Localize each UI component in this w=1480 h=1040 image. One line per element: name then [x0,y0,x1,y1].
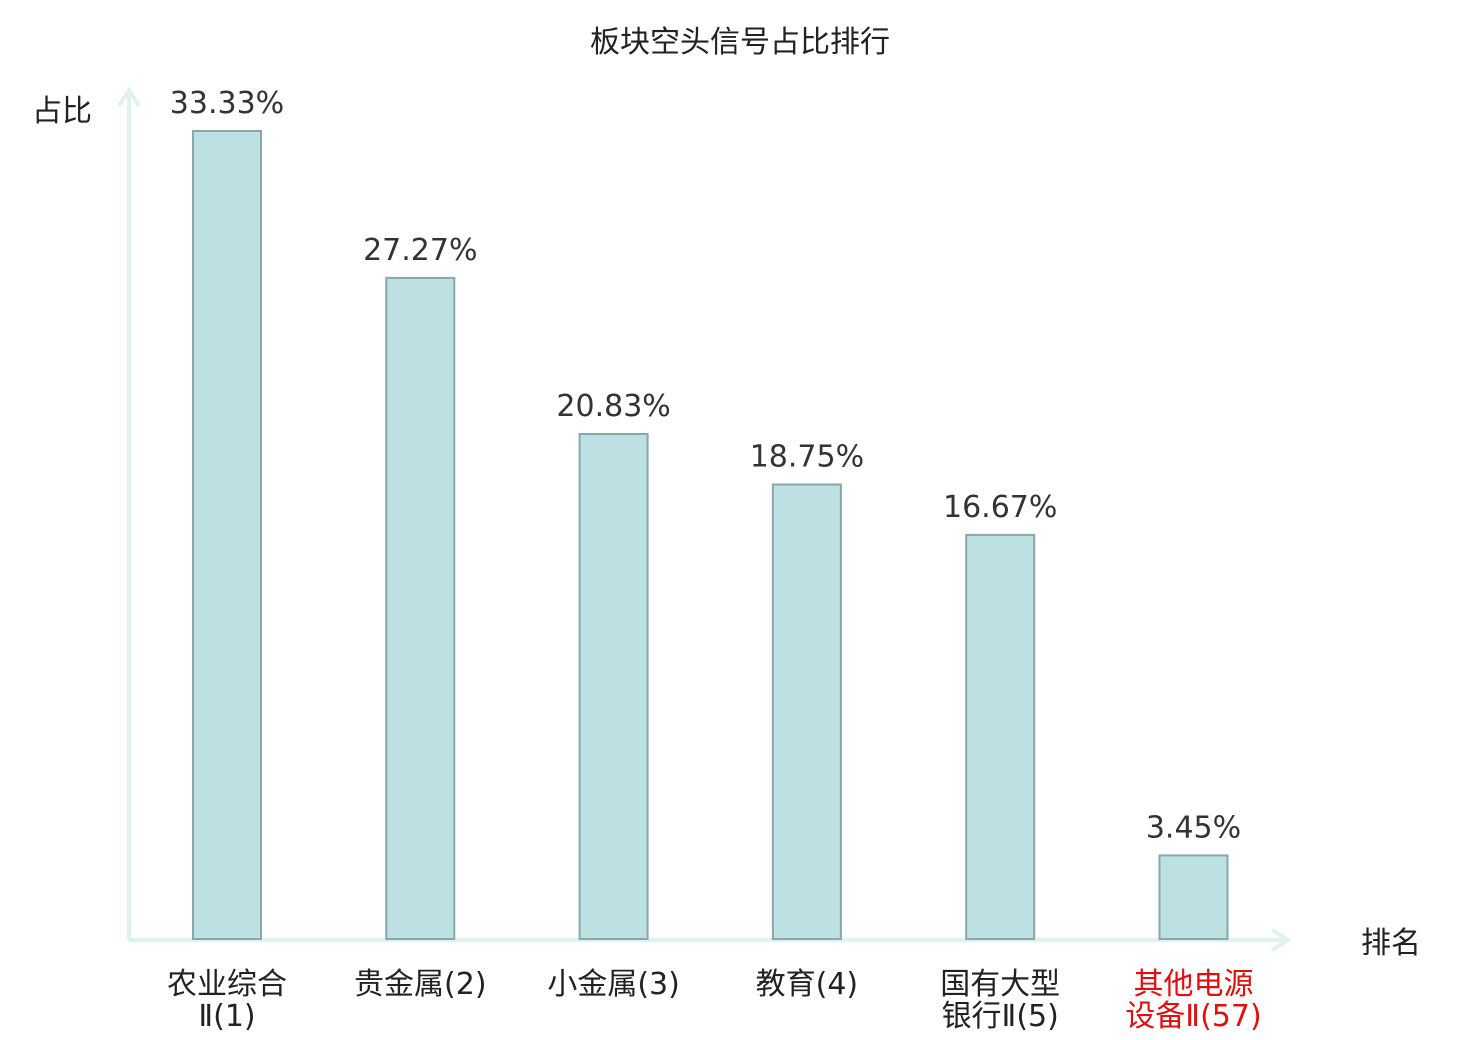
category-label: 设备Ⅱ(57) [1125,999,1261,1034]
bar [192,130,262,940]
category-label: Ⅱ(1) [198,999,255,1034]
bar [1158,854,1229,941]
bars [192,130,1229,941]
category-label: 农业综合 [167,967,287,1002]
value-label: 16.67% [943,490,1057,525]
y-axis-arrow [117,86,141,108]
category-label: 贵金属(2) [354,967,487,1002]
bar [965,533,1036,941]
bar [578,433,649,940]
x-axis-label: 排名 [1361,926,1421,961]
value-label: 27.27% [363,233,477,268]
category-label: 教育(4) [756,967,859,1002]
value-label: 33.33% [170,86,284,121]
category-label: 其他电源 [1134,967,1254,1002]
bar [385,276,456,940]
y-axis-label: 占比 [32,94,92,129]
value-label: 20.83% [556,389,670,424]
category-label: 国有大型 [940,967,1060,1002]
bar [771,483,842,940]
axes [117,86,1292,952]
value-label: 3.45% [1146,810,1241,845]
category-label: 小金属(3) [547,967,680,1002]
category-label: 银行Ⅱ(5) [942,999,1059,1034]
x-axis-arrow [1270,928,1292,952]
chart-title: 板块空头信号占比排行 [590,25,890,60]
value-label: 18.75% [750,440,864,475]
value-labels: 33.33% 27.27% 20.83% 18.75% 16.67% 3.45% [170,86,1241,845]
